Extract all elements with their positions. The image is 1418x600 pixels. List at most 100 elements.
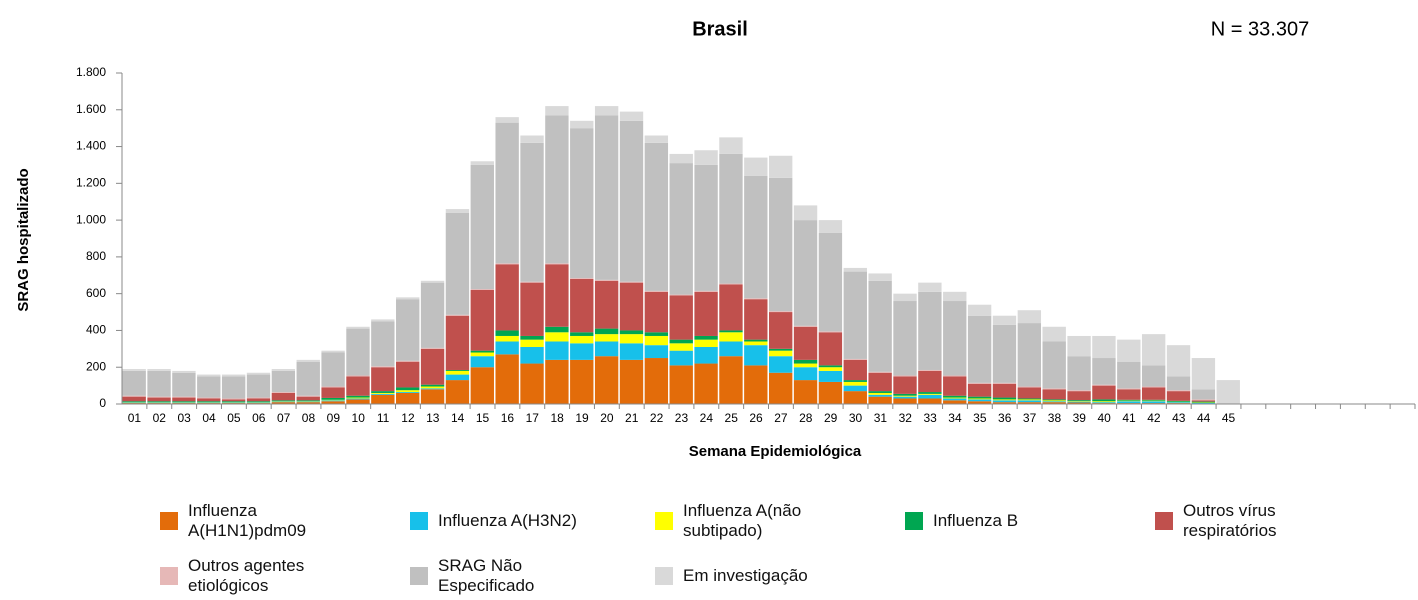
bar-segment (271, 370, 296, 393)
bar-segment (520, 142, 544, 282)
total-annotation: N = 33.307 (1211, 18, 1309, 40)
x-tick-label: 05 (227, 411, 241, 425)
bar-segment (246, 401, 271, 403)
bar-segment (769, 348, 793, 351)
bar-segment (172, 370, 196, 373)
bar-segment (445, 212, 470, 315)
bar-segment (1092, 335, 1116, 359)
bar-segment (669, 294, 693, 296)
bar-segment (271, 400, 296, 402)
bar-segment (271, 369, 296, 371)
bar-segment (296, 359, 320, 362)
bar-segment (495, 335, 519, 342)
bar-segment (943, 376, 967, 396)
chart-title: Brasil (692, 18, 748, 40)
legend-label: SRAG Não Especificado (438, 556, 535, 595)
bar-segment (246, 397, 271, 399)
x-tick-label: 08 (302, 411, 316, 425)
bar-segment (495, 354, 519, 404)
bar-segment (1042, 399, 1066, 401)
bar-segment (520, 282, 544, 336)
legend-item: Influenza A(H3N2) (410, 498, 638, 544)
bar-segment (843, 385, 867, 392)
bar-segment (545, 106, 569, 116)
bar-segment (669, 163, 693, 295)
x-tick-label: 17 (526, 411, 540, 425)
bar-segment (868, 391, 892, 393)
legend-swatch (160, 567, 178, 585)
x-tick-label: 26 (749, 411, 763, 425)
bar-segment (594, 356, 619, 404)
bar-segment (445, 315, 470, 370)
bar-segment (346, 375, 370, 377)
legend-swatch (410, 512, 428, 530)
bar-segment (669, 339, 693, 344)
bar-segment (719, 283, 743, 285)
bar-segment (818, 220, 843, 233)
legend-item: Influenza B (905, 498, 1133, 544)
bar-segment (346, 397, 370, 399)
bar-segment (1141, 387, 1166, 400)
bar-segment (1042, 401, 1066, 403)
bar-segment (470, 352, 494, 357)
bar-segment (545, 359, 569, 404)
bar-segment (744, 365, 768, 404)
bar-segment (744, 341, 768, 346)
legend-swatch (655, 567, 673, 585)
bar-segment (669, 295, 693, 340)
x-tick-label: 39 (1073, 411, 1087, 425)
bar-segment (147, 370, 171, 397)
legend-label: Influenza A(não subtipado) (683, 501, 802, 540)
bar-segment (1017, 387, 1042, 399)
bar-segment (321, 399, 345, 401)
bar-segment (1017, 323, 1042, 387)
bar-segment (420, 386, 445, 389)
bar-segment (644, 135, 669, 143)
bar-segment (147, 369, 171, 371)
bar-segment (918, 291, 942, 370)
bar-segment (992, 397, 1017, 400)
bar-segment (570, 278, 594, 333)
bar-segment (644, 290, 669, 292)
bar-segment (420, 348, 445, 385)
bar-segment (396, 297, 420, 300)
bar-segment (1092, 402, 1116, 404)
bar-segment (793, 380, 818, 404)
bar-segment (1166, 400, 1191, 402)
bar-segment (197, 401, 221, 403)
bar-segment (445, 209, 470, 213)
bar-segment (769, 155, 793, 178)
x-tick-label: 44 (1197, 411, 1211, 425)
bar-segment (221, 376, 246, 399)
bar-segment (1067, 391, 1091, 401)
x-tick-label: 36 (998, 411, 1012, 425)
bar-segment (818, 332, 843, 366)
bar-segment (371, 321, 395, 367)
y-tick-label: 400 (86, 323, 106, 337)
y-tick-label: 800 (86, 249, 106, 263)
bar-segment (420, 280, 445, 283)
bar-segment (271, 401, 296, 403)
legend-item: Influenza A(não subtipado) (655, 498, 843, 544)
bar-segment (793, 359, 818, 364)
bar-segment (1141, 399, 1166, 401)
bar-segment (147, 397, 171, 402)
bar-segment (669, 350, 693, 366)
bar-segment (296, 395, 320, 397)
bar-segment (918, 393, 942, 395)
bar-segment (744, 298, 768, 300)
y-tick-label: 0 (99, 396, 106, 410)
bar-segment (346, 395, 370, 398)
bar-segment (122, 401, 146, 403)
bar-segment (321, 350, 345, 353)
y-axis-label: SRAG hospitalizado (15, 168, 32, 311)
bar-segment (843, 381, 867, 386)
bar-segment (694, 335, 718, 340)
legend-label: Influenza A(H1N1)pdm09 (188, 501, 307, 540)
bar-segment (1017, 398, 1042, 400)
bar-segment (1017, 386, 1042, 388)
bar-segment (1166, 402, 1191, 404)
bar-segment (172, 401, 196, 403)
